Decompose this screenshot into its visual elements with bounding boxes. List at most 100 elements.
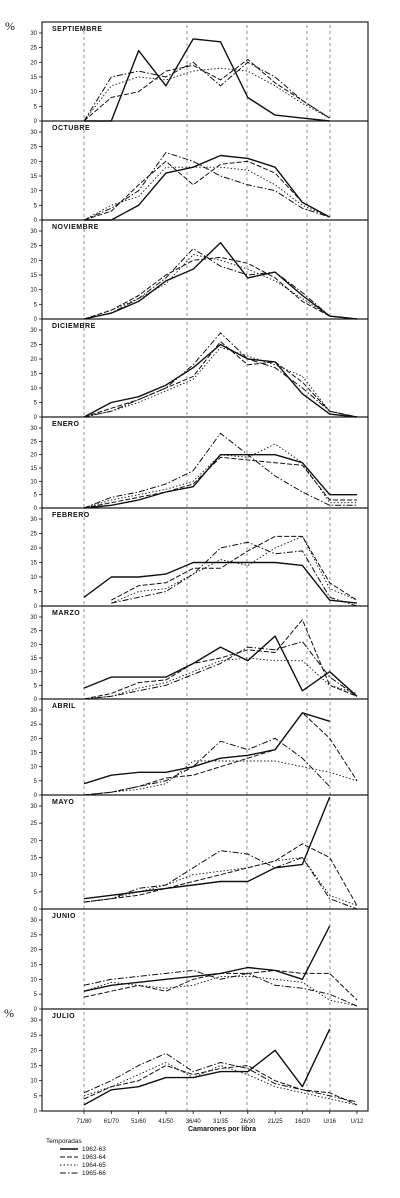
y-tick-label: 20 xyxy=(30,736,37,742)
y-tick-label: 30 xyxy=(30,918,37,924)
series-line-1964-65 xyxy=(83,254,358,320)
y-tick-label: 30 xyxy=(30,517,37,523)
y-tick-label: 25 xyxy=(30,46,37,52)
y-tick-label: 15 xyxy=(30,561,37,567)
series-line-1962-63 xyxy=(83,242,358,320)
y-tick-label: 5 xyxy=(34,104,38,110)
y-tick-label: 20 xyxy=(30,60,37,66)
y-tick-label: 25 xyxy=(30,532,37,538)
y-tick-label: 10 xyxy=(30,765,37,771)
panel-frame xyxy=(41,1008,369,1112)
series-line-1965-66 xyxy=(83,61,330,122)
x-tick-label: 51/60 xyxy=(131,1119,147,1125)
x-axis-label: Camarones por libra xyxy=(188,1126,256,1133)
y-tick-label: 10 xyxy=(30,386,37,392)
series-line-1963-64 xyxy=(83,58,330,122)
y-tick-label: 5 xyxy=(34,590,38,596)
y-tick-label: 15 xyxy=(30,856,37,862)
panel-title: OCTUBRE xyxy=(52,125,90,132)
series-line-1963-64 xyxy=(83,256,358,320)
y-tick-label: 15 xyxy=(30,174,37,180)
panel-frame xyxy=(41,908,369,1010)
panel-frame xyxy=(41,21,369,122)
series-line-1963-64 xyxy=(83,712,358,796)
panel-title: SEPTIEMBRE xyxy=(52,26,103,33)
y-tick-label: 15 xyxy=(30,75,37,81)
y-tick-label: 0 xyxy=(34,1007,38,1013)
y-tick-label: 5 xyxy=(34,890,38,896)
y-tick-label: 5 xyxy=(34,992,38,998)
y-tick-label: 5 xyxy=(34,779,38,785)
series-line-1965-66 xyxy=(83,969,358,1007)
panel-title: JUNIO xyxy=(52,913,76,920)
legend-entry: 1965-66 xyxy=(82,1170,106,1177)
y-tick-label: 10 xyxy=(30,90,37,96)
y-tick-label: 25 xyxy=(30,821,37,827)
y-tick-label: 0 xyxy=(34,793,38,799)
x-tick-label: U/12 xyxy=(351,1119,364,1125)
series-line-1962-63 xyxy=(83,635,358,697)
y-tick-label: 15 xyxy=(30,1064,37,1070)
legend-entry: 1962-63 xyxy=(82,1146,106,1153)
series-line-1962-63 xyxy=(83,343,358,418)
y-tick-label: 20 xyxy=(30,357,37,363)
y-tick-label: 10 xyxy=(30,189,37,195)
y-tick-label: 25 xyxy=(30,439,37,445)
series-line-1962-63 xyxy=(83,1028,331,1106)
series-line-1964-65 xyxy=(83,166,330,221)
y-tick-label: 30 xyxy=(30,229,37,235)
panel-title: MARZO xyxy=(52,610,80,617)
y-tick-label: 0 xyxy=(34,119,38,125)
panel-title: DICIEMBRE xyxy=(52,323,96,330)
y-tick-label: 15 xyxy=(30,273,37,279)
y-tick-label: 5 xyxy=(34,683,38,689)
y-tick-label: 0 xyxy=(34,1109,38,1115)
series-line-1962-63 xyxy=(84,154,331,221)
y-tick-label: 5 xyxy=(34,1094,38,1100)
y-tick-label: 15 xyxy=(30,656,37,662)
y-tick-label: 5 xyxy=(34,401,38,407)
panel-title: ENERO xyxy=(52,421,79,428)
series-line-1963-64 xyxy=(83,1065,358,1106)
panel-title: ABRIL xyxy=(52,703,76,710)
y-tick-label: 10 xyxy=(30,288,37,294)
series-line-1963-64 xyxy=(111,535,358,601)
y-tick-label: 15 xyxy=(30,466,37,472)
y-tick-label: 20 xyxy=(30,1048,37,1054)
x-tick-label: 21/25 xyxy=(268,1119,284,1125)
y-axis-label-top: % xyxy=(5,19,15,33)
series-line-1964-65 xyxy=(111,535,358,604)
series-line-1962-63 xyxy=(83,454,357,509)
y-tick-label: 30 xyxy=(30,708,37,714)
x-tick-label: 41/50 xyxy=(158,1119,174,1125)
panel-frame xyxy=(41,416,369,509)
y-tick-label: 25 xyxy=(30,933,37,939)
y-tick-label: 25 xyxy=(30,722,37,728)
y-tick-label: 20 xyxy=(30,159,37,165)
series-line-1964-65 xyxy=(83,760,358,796)
y-tick-label: 5 xyxy=(34,302,38,308)
series-line-1964-65 xyxy=(83,657,358,700)
y-tick-label: 15 xyxy=(30,963,37,969)
legend-title: Temporadas xyxy=(46,1138,83,1145)
series-line-1965-66 xyxy=(111,541,358,607)
x-tick-label: 71/80 xyxy=(76,1119,92,1125)
series-line-1962-63 xyxy=(83,561,358,604)
x-tick-label: 31/35 xyxy=(213,1119,229,1125)
series-line-1964-65 xyxy=(83,857,358,907)
series-line-1963-64 xyxy=(83,619,358,700)
y-tick-label: 30 xyxy=(30,1018,37,1024)
series-line-1962-63 xyxy=(83,712,330,785)
y-tick-label: 0 xyxy=(34,415,38,421)
series-line-1965-66 xyxy=(83,248,358,320)
panel-title: JULIO xyxy=(52,1013,75,1020)
series-line-1964-65 xyxy=(83,1062,358,1106)
y-tick-label: 30 xyxy=(30,615,37,621)
y-tick-label: 0 xyxy=(34,506,38,512)
x-tick-label: 16/20 xyxy=(295,1119,311,1125)
y-tick-label: 15 xyxy=(30,372,37,378)
series-line-1965-66 xyxy=(83,737,331,796)
series-line-1962-63 xyxy=(83,925,331,992)
y-tick-label: 20 xyxy=(30,948,37,954)
